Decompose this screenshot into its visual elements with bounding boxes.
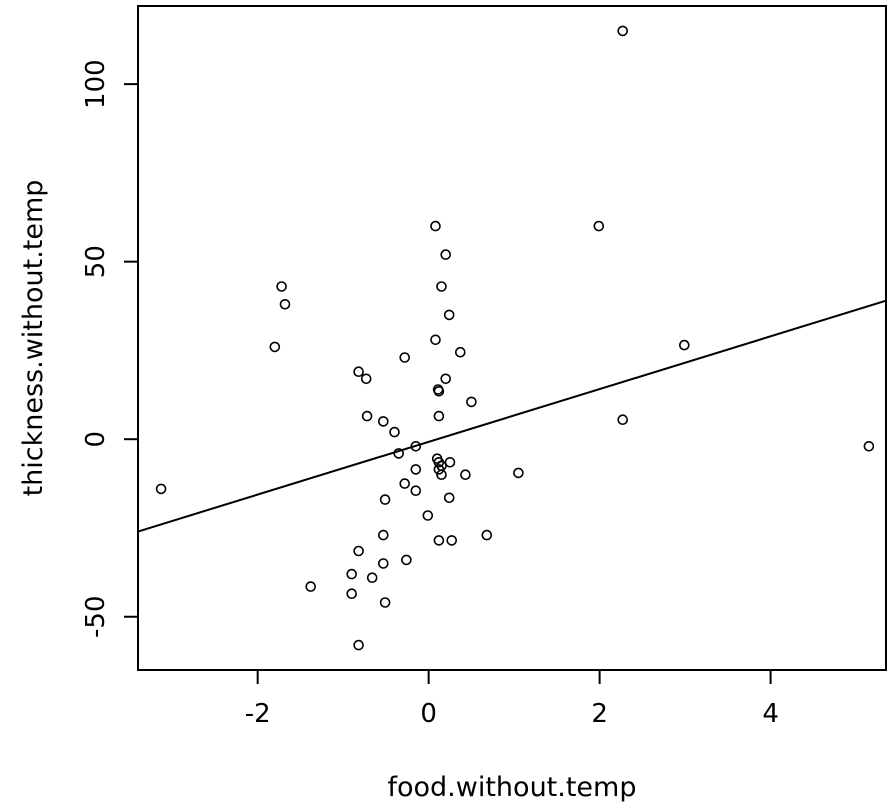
data-point [377,416,389,427]
data-point [410,464,422,475]
x-tick-label: 2 [591,699,608,729]
plot-frame [137,5,887,671]
data-point [863,440,875,452]
data-point [430,334,441,346]
data-point [269,341,281,353]
data-point [443,492,455,504]
y-axis: -50 0 50 100 [81,59,138,638]
data-point [593,220,605,232]
data-point [360,373,372,385]
data-point [379,597,391,608]
regression-line-layer [137,299,887,533]
y-tick-label: -50 [81,596,111,638]
data-point [466,396,477,408]
data-point [399,478,411,489]
data-point [276,281,287,292]
data-point [379,494,391,505]
data-point [361,410,373,422]
data-point [353,545,364,557]
data-point [305,581,317,592]
y-axis-label: thickness.without.temp [18,180,49,497]
x-tick-label: -2 [245,699,271,729]
data-point [279,298,291,310]
data-point [155,483,167,495]
data-point [346,568,358,580]
y-tick-label: 100 [81,59,111,109]
data-point [433,535,445,546]
data-point [377,529,389,541]
data-point [617,414,629,426]
data-point [481,529,493,541]
data-point [436,469,447,481]
data-point [454,346,466,358]
y-tick-label: 50 [81,245,111,278]
data-points [155,25,875,651]
data-point [399,352,411,363]
data-point [444,456,456,468]
data-point [617,25,629,37]
data-point [433,464,445,475]
data-point [422,510,434,521]
data-point [346,588,358,600]
data-point [366,572,378,584]
data-point [440,249,452,260]
data-point [513,467,524,479]
data-point [446,535,458,546]
data-point [433,385,445,397]
data-point [389,426,400,438]
data-point [353,366,364,378]
data-point [678,339,690,351]
data-point [377,558,389,569]
y-tick-label: 0 [81,431,111,448]
data-point [443,309,455,321]
x-axis: -2 0 2 4 [245,670,779,729]
x-tick-label: 0 [420,699,437,729]
data-point [410,485,422,497]
regression-line [137,299,887,533]
x-tick-label: 4 [762,699,779,729]
data-point [460,469,471,481]
data-point [401,554,412,566]
x-axis-label: food.without.temp [388,772,637,803]
data-point [436,281,447,292]
data-point [433,410,445,422]
data-point [430,220,441,232]
data-point [353,639,364,651]
data-point [440,373,452,385]
